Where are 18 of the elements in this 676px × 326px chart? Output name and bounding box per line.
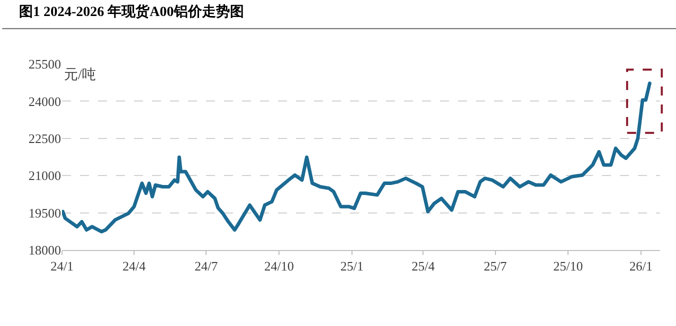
x-tick-label: 25/4 (412, 258, 436, 274)
x-tick-label: 25/7 (484, 258, 508, 274)
y-tick-label: 25500 (28, 56, 61, 72)
x-tick-label: 24/1 (50, 258, 74, 274)
line-series (62, 82, 652, 234)
y-tick-label: 18000 (28, 242, 61, 258)
x-tick-label: 26/1 (629, 258, 653, 274)
y-tick-label: 24000 (28, 94, 61, 109)
x-tick-label: 24/7 (194, 258, 218, 274)
chart-title: 图1 2024-2026 年现货A00铝价走势图 (19, 4, 244, 20)
x-tick-label: 24/4 (122, 258, 146, 274)
x-tick-label: 24/10 (264, 258, 294, 274)
y-tick-label: 19500 (28, 205, 61, 220)
x-tick-label: 25/10 (553, 258, 583, 274)
y-tick-label: 22500 (28, 130, 61, 146)
y-tick-label: 21000 (28, 168, 61, 184)
y-axis-title: 元/吨 (64, 67, 96, 83)
x-tick-label: 25/1 (340, 258, 364, 274)
